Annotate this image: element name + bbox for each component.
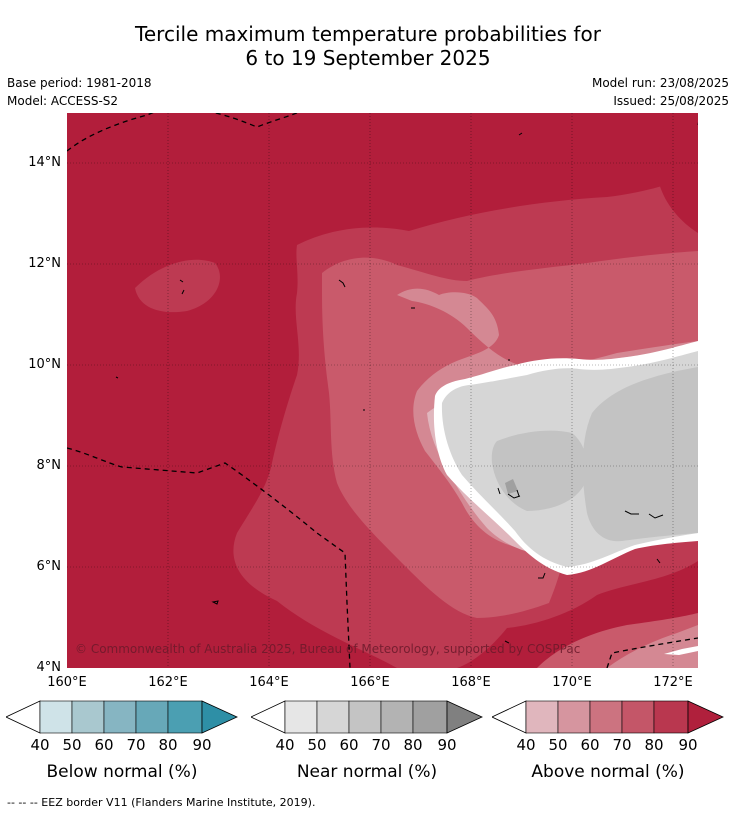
probability-map: © Commonwealth of Australia 2025, Bureau… <box>67 113 698 668</box>
lat-label-6n: 6°N <box>36 559 62 574</box>
colorbar-segment <box>71 700 105 734</box>
base-period: Base period: 1981-2018 <box>7 76 152 90</box>
tick-label: 50 <box>307 736 326 754</box>
colorbar-segment <box>525 700 559 734</box>
colorbar-title-below: Below normal (%) <box>46 762 198 782</box>
lat-label-4n: 4°N <box>36 660 62 675</box>
tick-label: 60 <box>580 736 599 754</box>
white-gap-sliver <box>664 646 698 655</box>
meta-left: Base period: 1981-2018 Model: ACCESS-S2 <box>7 74 152 110</box>
colorbar-low-arrow <box>492 700 527 734</box>
eez-border-legend: -- -- -- EEZ border V11 (Flanders Marine… <box>7 796 316 809</box>
lat-label-8n: 8°N <box>36 458 62 473</box>
colorbar-segment <box>316 700 350 734</box>
tick-label: 40 <box>30 736 49 754</box>
colorbar-ticks-near: 40 50 60 70 80 90 <box>275 736 456 754</box>
lat-label-10n: 10°N <box>28 357 61 372</box>
island <box>115 359 510 411</box>
contour-above-90-northeast <box>657 113 698 233</box>
colorbar-segment <box>589 700 623 734</box>
tick-label: 70 <box>371 736 390 754</box>
colorbar-low-arrow <box>6 700 41 734</box>
islands <box>115 121 698 644</box>
island <box>504 558 661 644</box>
lon-label-168e: 168°E <box>451 675 491 690</box>
tick-label: 70 <box>612 736 631 754</box>
title-line-1: Tercile maximum temperature probabilitie… <box>135 22 601 46</box>
lat-label-14n: 14°N <box>28 155 61 170</box>
grid-lines <box>67 113 698 668</box>
colorbar-above-normal <box>492 700 724 734</box>
contour-above-60-southeast <box>607 625 698 668</box>
tick-label: 40 <box>516 736 535 754</box>
colorbar-segment <box>284 700 318 734</box>
colorbar-near-normal <box>251 700 483 734</box>
colorbar-title-near: Near normal (%) <box>296 762 438 782</box>
island <box>211 600 219 605</box>
contour-near-50-east <box>582 367 698 542</box>
island <box>338 279 346 288</box>
lon-label-164e: 164°E <box>249 675 289 690</box>
colorbar-high-arrow <box>446 700 483 734</box>
eez-borders <box>67 113 698 668</box>
colorbar-segment <box>135 700 169 734</box>
colorbar-segment <box>653 700 689 734</box>
tick-label: 40 <box>275 736 294 754</box>
colorbar-segment <box>103 700 137 734</box>
colorbar-high-arrow <box>687 700 724 734</box>
tick-label: 50 <box>548 736 567 754</box>
tick-label: 70 <box>126 736 145 754</box>
lon-label-162e: 162°E <box>148 675 188 690</box>
eez-border-southeast <box>606 637 698 668</box>
tick-label: 90 <box>192 736 211 754</box>
island <box>538 572 546 579</box>
colorbar-segment <box>348 700 382 734</box>
tick-label: 90 <box>678 736 697 754</box>
island <box>179 279 185 295</box>
map-title: Tercile maximum temperature probabilitie… <box>0 22 736 70</box>
colorbar-segment <box>380 700 414 734</box>
colorbar-high-arrow <box>201 700 238 734</box>
colorbar-ticks-below: 40 50 60 70 80 90 <box>30 736 211 754</box>
colorbar-segment <box>557 700 591 734</box>
tick-label: 80 <box>158 736 177 754</box>
colorbar-low-arrow <box>251 700 286 734</box>
colorbar-below-normal <box>6 700 238 734</box>
issued-date: Issued: 25/08/2025 <box>613 94 729 108</box>
title-line-2: 6 to 19 September 2025 <box>245 46 491 70</box>
eez-border-west <box>67 447 351 668</box>
tick-label: 60 <box>339 736 358 754</box>
copyright-notice: © Commonwealth of Australia 2025, Bureau… <box>75 642 580 656</box>
tick-label: 50 <box>62 736 81 754</box>
island <box>518 121 698 136</box>
island <box>624 510 664 519</box>
lon-label-160e: 160°E <box>47 675 87 690</box>
lon-label-166e: 166°E <box>350 675 390 690</box>
contour-near-60-spot <box>505 479 518 494</box>
colorbar-segment <box>39 700 73 734</box>
contour-above-80-northwest <box>135 259 220 313</box>
lon-label-170e: 170°E <box>552 675 592 690</box>
colorbar-title-above: Above normal (%) <box>531 762 685 782</box>
eez-border-north <box>67 113 154 152</box>
colorbar-segment <box>167 700 203 734</box>
colorbar-segment <box>412 700 448 734</box>
lat-label-12n: 12°N <box>28 256 61 271</box>
meta-right: Model run: 23/08/2025 Issued: 25/08/2025 <box>592 74 729 110</box>
tick-label: 80 <box>403 736 422 754</box>
colorbar-segment <box>621 700 655 734</box>
model-name: Model: ACCESS-S2 <box>7 94 119 108</box>
model-run: Model run: 23/08/2025 <box>591 76 729 90</box>
lon-label-172e: 172°E <box>653 675 693 690</box>
tick-label: 60 <box>94 736 113 754</box>
island <box>497 487 521 499</box>
tick-label: 90 <box>437 736 456 754</box>
colorbar-ticks-above: 40 50 60 70 80 90 <box>516 736 697 754</box>
tick-label: 80 <box>644 736 663 754</box>
